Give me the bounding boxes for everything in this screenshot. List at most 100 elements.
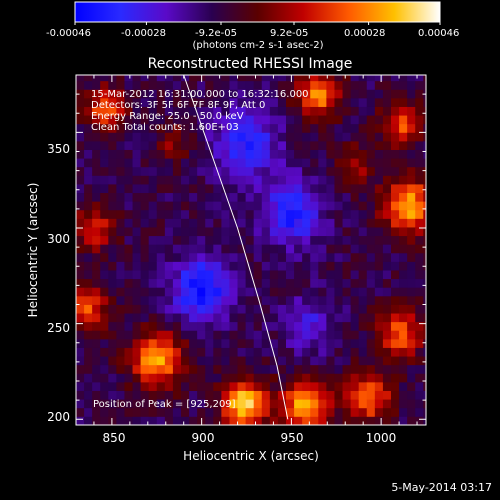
heatmap-cell	[350, 192, 360, 202]
heatmap-cell	[189, 381, 198, 391]
heatmap-cell	[197, 201, 206, 211]
heatmap-cell	[423, 132, 426, 142]
heatmap-cell	[213, 140, 222, 150]
heatmap-cell	[326, 304, 335, 314]
heatmap-cell	[261, 192, 271, 202]
heatmap-cell	[318, 407, 327, 417]
heatmap-cell	[326, 347, 335, 357]
heatmap-cell	[382, 295, 392, 305]
solar-limb-line	[183, 75, 289, 420]
heatmap-cell	[294, 252, 303, 262]
heatmap-cell	[407, 304, 416, 314]
heatmap-cell	[407, 321, 416, 331]
heatmap-cell	[350, 166, 360, 176]
heatmap-cell	[374, 261, 384, 271]
heatmap-cell	[237, 364, 247, 374]
heatmap-cell	[269, 390, 279, 400]
y-tick-labels: 200 250 300 350	[47, 142, 70, 424]
heatmap-cell	[92, 106, 101, 116]
heatmap-cell	[261, 123, 271, 133]
heatmap-cell	[164, 132, 174, 142]
heatmap-cell	[318, 399, 327, 409]
heatmap-cell	[229, 321, 238, 331]
heatmap-cell	[310, 89, 319, 99]
heatmap-cell	[310, 106, 319, 116]
heatmap-cell	[374, 235, 384, 245]
heatmap-cell	[269, 227, 279, 237]
heatmap-cell	[277, 381, 287, 391]
heatmap-cell	[92, 330, 101, 340]
heatmap-cell	[294, 407, 303, 417]
heatmap-cell	[277, 166, 287, 176]
heatmap-cell	[189, 218, 198, 228]
heatmap-cell	[302, 123, 311, 133]
heatmap-cell	[140, 97, 150, 107]
heatmap-cell	[116, 201, 125, 211]
heatmap-cell	[334, 407, 343, 417]
heatmap-cell	[148, 287, 158, 297]
heatmap-cell	[221, 416, 230, 425]
heatmap-cell	[213, 321, 222, 331]
heatmap-cell	[108, 244, 117, 254]
heatmap-cell	[221, 140, 230, 150]
heatmap-cell	[407, 140, 416, 150]
heatmap-cell	[342, 75, 352, 82]
heatmap-cell	[148, 166, 158, 176]
heatmap-cell	[92, 209, 101, 219]
heatmap-cell	[366, 252, 376, 262]
heatmap-cell	[415, 158, 424, 168]
heatmap-cell	[399, 270, 408, 280]
heatmap-cell	[310, 209, 319, 219]
heatmap-cell	[229, 227, 238, 237]
heatmap-cell	[423, 373, 426, 383]
heatmap-cell	[391, 407, 400, 417]
heatmap-cell	[269, 416, 279, 425]
heatmap-cell	[181, 338, 190, 348]
heatmap-cell	[108, 80, 117, 90]
heatmap-cell	[374, 192, 384, 202]
heatmap-cell	[350, 89, 360, 99]
heatmap-cell	[124, 278, 133, 288]
heatmap-cell	[318, 270, 327, 280]
heatmap-cell	[310, 252, 319, 262]
heatmap-cell	[164, 115, 174, 125]
heatmap-cell	[374, 201, 384, 211]
heatmap-cell	[286, 356, 295, 366]
heatmap-cell	[358, 313, 368, 323]
heatmap-cell	[286, 175, 295, 185]
heatmap-cell	[124, 364, 133, 374]
heatmap-cell	[221, 123, 230, 133]
heatmap-cell	[374, 75, 384, 82]
heatmap-cell	[423, 106, 426, 116]
heatmap-cell	[124, 158, 133, 168]
heatmap-cell	[213, 261, 222, 271]
heatmap-cell	[116, 123, 125, 133]
heatmap-cell	[399, 115, 408, 125]
heatmap-cell	[374, 115, 384, 125]
heatmap-cell	[415, 97, 424, 107]
heatmap-cell	[84, 75, 93, 82]
heatmap-cell	[189, 244, 198, 254]
heatmap-cell	[326, 166, 335, 176]
heatmap-cell	[391, 201, 400, 211]
info-detectors: Detectors: 3F 5F 6F 7F 8F 9F, Att 0	[91, 100, 265, 111]
heatmap-cell	[277, 158, 287, 168]
heatmap-cell	[286, 304, 295, 314]
heatmap-cell	[326, 373, 335, 383]
heatmap-cell	[294, 235, 303, 245]
heatmap-cell	[205, 330, 214, 340]
heatmap-cell	[221, 192, 230, 202]
heatmap-cell	[148, 330, 158, 340]
heatmap-cell	[358, 399, 368, 409]
heatmap-cell	[205, 97, 214, 107]
heatmap-cell	[181, 381, 190, 391]
heatmap-cell	[277, 321, 287, 331]
heatmap-cell	[374, 313, 384, 323]
heatmap-cell	[415, 313, 424, 323]
heatmap-cell	[399, 356, 408, 366]
heatmap	[76, 75, 426, 425]
heatmap-cell	[391, 313, 400, 323]
heatmap-cell	[326, 201, 335, 211]
heatmap-cell	[326, 97, 335, 107]
heatmap-cell	[156, 244, 166, 254]
